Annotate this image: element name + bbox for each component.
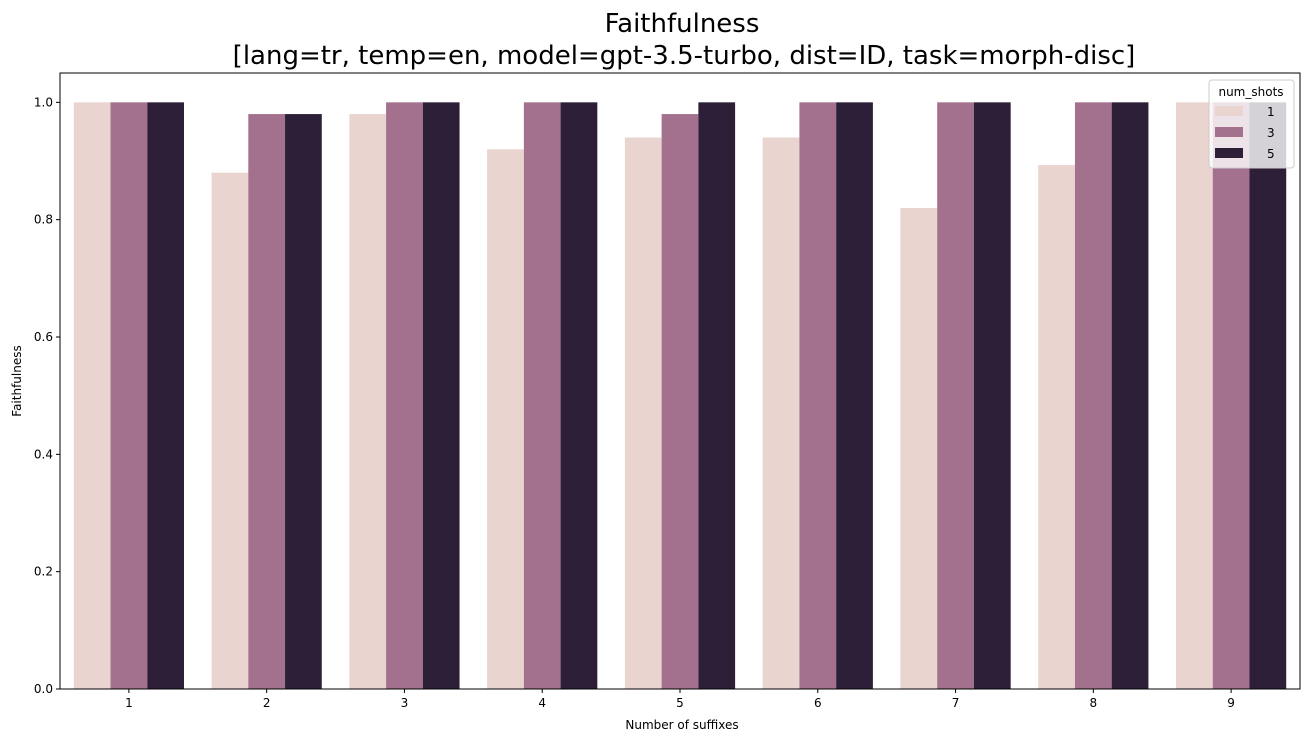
x-tick-label: 1 bbox=[125, 696, 133, 710]
legend-label-5: 5 bbox=[1267, 147, 1275, 161]
legend-swatch-3 bbox=[1215, 127, 1243, 137]
legend-label-1: 1 bbox=[1267, 105, 1275, 119]
x-tick-label: 4 bbox=[538, 696, 546, 710]
y-tick-label: 1.0 bbox=[34, 95, 53, 109]
bar-1-shots-1 bbox=[73, 102, 111, 689]
bar-5-shots-1 bbox=[624, 137, 662, 689]
bar-2-shots-5 bbox=[285, 114, 322, 689]
bar-1-shots-5 bbox=[147, 102, 184, 689]
legend-entries: 1 3 5 bbox=[1215, 105, 1275, 161]
bar-5-shots-3 bbox=[661, 114, 699, 689]
chart-title: Faithfulness bbox=[605, 9, 760, 39]
bar-7-shots-1 bbox=[900, 207, 938, 689]
x-tick-label: 5 bbox=[676, 696, 684, 710]
bar-6-shots-1 bbox=[762, 137, 800, 689]
bar-3-shots-5 bbox=[422, 102, 460, 689]
x-tick-label: 2 bbox=[263, 696, 271, 710]
bar-4-shots-1 bbox=[487, 149, 524, 689]
bar-9-shots-3 bbox=[1212, 102, 1250, 689]
bar-8-shots-1 bbox=[1038, 165, 1075, 690]
bar-2-shots-3 bbox=[248, 114, 286, 689]
y-tick-label: 0.6 bbox=[34, 330, 53, 344]
bar-2-shots-1 bbox=[211, 172, 249, 690]
bar-7-shots-3 bbox=[937, 102, 974, 689]
chart-subtitle: [lang=tr, temp=en, model=gpt-3.5-turbo, … bbox=[233, 41, 1136, 71]
y-tick-label: 0.0 bbox=[34, 682, 53, 696]
y-axis-label: Faithfulness bbox=[10, 345, 24, 416]
y-tick-label: 0.8 bbox=[34, 213, 53, 227]
bars-layer bbox=[73, 102, 1287, 690]
bar-3-shots-1 bbox=[349, 114, 387, 689]
x-tick-label: 8 bbox=[1090, 696, 1098, 710]
bar-8-shots-5 bbox=[1111, 102, 1149, 689]
plot-frame bbox=[59, 72, 1301, 690]
bar-1-shots-3 bbox=[110, 102, 148, 689]
x-axis-label: Number of suffixes bbox=[625, 718, 738, 732]
y-tick-label: 0.2 bbox=[34, 565, 53, 579]
bar-9-shots-1 bbox=[1176, 102, 1213, 689]
bar-3-shots-3 bbox=[386, 102, 423, 689]
bar-5-shots-5 bbox=[698, 102, 736, 689]
bar-8-shots-3 bbox=[1074, 102, 1112, 689]
legend-swatch-5 bbox=[1215, 148, 1243, 158]
y-tick-label: 0.4 bbox=[34, 447, 53, 461]
x-tick-label: 3 bbox=[401, 696, 409, 710]
bar-6-shots-5 bbox=[836, 102, 873, 689]
x-tick-label: 7 bbox=[952, 696, 960, 710]
legend-swatch-1 bbox=[1215, 106, 1243, 116]
bar-7-shots-5 bbox=[973, 102, 1011, 689]
bar-4-shots-5 bbox=[560, 102, 598, 689]
x-tick-label: 9 bbox=[1227, 696, 1235, 710]
bar-9-shots-5 bbox=[1249, 102, 1287, 689]
bar-6-shots-3 bbox=[799, 102, 837, 689]
legend: num_shots 1 3 5 bbox=[1208, 79, 1295, 169]
legend-label-3: 3 bbox=[1267, 126, 1275, 140]
legend-box bbox=[1208, 79, 1295, 169]
bar-4-shots-3 bbox=[523, 102, 561, 689]
x-tick-label: 6 bbox=[814, 696, 822, 710]
ticks-layer: 1 2 3 4 5 6 7 8 9 0.0 0.2 0.4 0.6 0.8 1.0 bbox=[34, 95, 1235, 710]
legend-title: num_shots bbox=[1218, 85, 1283, 99]
